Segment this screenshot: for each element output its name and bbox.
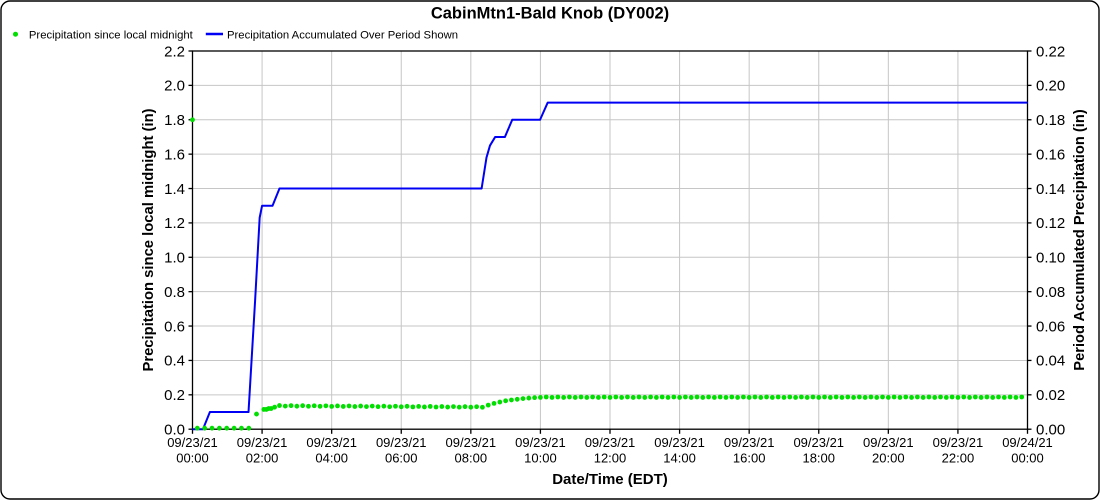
svg-text:0.8: 0.8 [164,284,185,301]
svg-text:09/23/21: 09/23/21 [376,435,427,450]
svg-text:18:00: 18:00 [802,451,835,466]
svg-text:0.6: 0.6 [164,318,185,335]
svg-text:09/23/21: 09/23/21 [306,435,357,450]
svg-text:00:00: 00:00 [176,451,209,466]
svg-text:2.0: 2.0 [164,78,185,95]
svg-text:1.0: 1.0 [164,250,185,267]
svg-text:20:00: 20:00 [872,451,905,466]
svg-text:0.04: 0.04 [1036,353,1065,370]
svg-text:0.10: 0.10 [1036,250,1065,267]
svg-text:16:00: 16:00 [733,451,766,466]
svg-text:02:00: 02:00 [246,451,279,466]
svg-text:09/23/21: 09/23/21 [654,435,705,450]
svg-text:09/23/21: 09/23/21 [237,435,288,450]
svg-text:09/23/21: 09/23/21 [167,435,218,450]
svg-text:2.2: 2.2 [164,43,185,60]
svg-text:09/23/21: 09/23/21 [724,435,775,450]
svg-text:0.20: 0.20 [1036,78,1065,95]
svg-text:0.00: 0.00 [1036,422,1065,439]
svg-text:1.4: 1.4 [164,181,185,198]
svg-text:Period Accumulated Precipitati: Period Accumulated Precipitation (in) [1072,109,1088,371]
svg-text:0.14: 0.14 [1036,181,1065,198]
svg-text:09/23/21: 09/23/21 [933,435,984,450]
svg-text:0.22: 0.22 [1036,43,1065,60]
svg-text:10:00: 10:00 [524,451,557,466]
svg-text:0.18: 0.18 [1036,112,1065,129]
svg-text:Date/Time (EDT): Date/Time (EDT) [552,471,668,488]
svg-text:0.08: 0.08 [1036,284,1065,301]
svg-text:08:00: 08:00 [455,451,488,466]
svg-text:12:00: 12:00 [594,451,627,466]
svg-text:0.06: 0.06 [1036,318,1065,335]
svg-text:09/23/21: 09/23/21 [585,435,636,450]
svg-text:0.2: 0.2 [164,387,185,404]
svg-text:CabinMtn1-Bald Knob (DY002): CabinMtn1-Bald Knob (DY002) [431,4,669,22]
svg-text:04:00: 04:00 [315,451,348,466]
svg-text:09/23/21: 09/23/21 [793,435,844,450]
svg-text:00:00: 00:00 [1011,451,1044,466]
svg-text:0.0: 0.0 [164,422,185,439]
svg-text:0.4: 0.4 [164,353,185,370]
svg-text:14:00: 14:00 [663,451,696,466]
svg-text:1.8: 1.8 [164,112,185,129]
svg-text:1.6: 1.6 [164,146,185,163]
svg-text:Precipitation since local midn: Precipitation since local midnight (in) [141,108,157,371]
svg-text:1.2: 1.2 [164,215,185,232]
svg-text:06:00: 06:00 [385,451,418,466]
svg-text:09/23/21: 09/23/21 [515,435,566,450]
svg-text:0.02: 0.02 [1036,387,1065,404]
svg-text:0.12: 0.12 [1036,215,1065,232]
svg-text:Precipitation Accumulated Over: Precipitation Accumulated Over Period Sh… [227,29,458,41]
svg-text:Precipitation since local midn: Precipitation since local midnight [29,29,194,41]
svg-text:09/23/21: 09/23/21 [446,435,497,450]
svg-text:09/24/21: 09/24/21 [1002,435,1053,450]
svg-text:22:00: 22:00 [942,451,975,466]
svg-text:0.16: 0.16 [1036,146,1065,163]
svg-text:09/23/21: 09/23/21 [863,435,914,450]
